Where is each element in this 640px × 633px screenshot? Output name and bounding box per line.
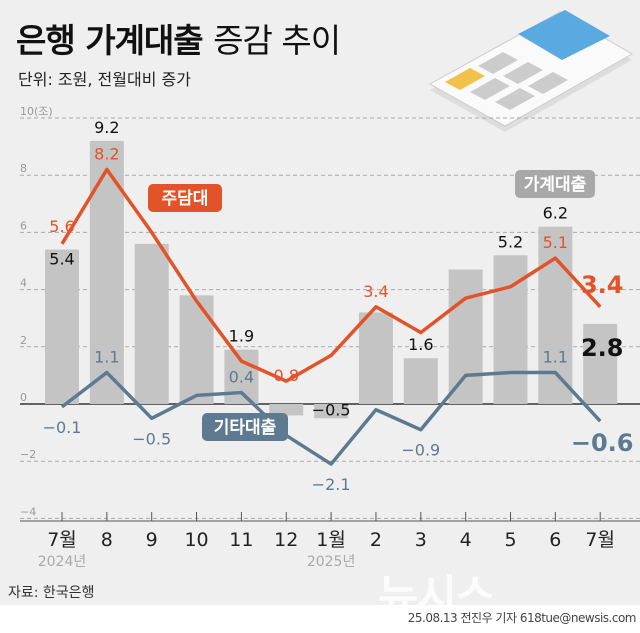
source: 자료: 한국은행 — [8, 585, 95, 601]
bar — [134, 243, 169, 404]
bar — [314, 404, 349, 419]
legend-household-label: 가계대출 — [524, 175, 587, 195]
bar — [179, 295, 214, 404]
data-label: −0.1 — [43, 418, 82, 437]
data-label: 8.2 — [94, 144, 119, 163]
bar — [45, 249, 79, 404]
y-tick-label: 4 — [20, 277, 27, 290]
x-tick-label: 7월 — [585, 529, 615, 551]
data-label: 1.6 — [408, 335, 433, 354]
data-label: 3.4 — [363, 282, 388, 301]
bar — [448, 269, 483, 404]
data-label: 0.8 — [274, 366, 299, 385]
legend-mortgage-box — [148, 184, 222, 212]
bar — [358, 312, 393, 404]
page-title: 은행 가계대출 증감 추이 — [16, 21, 341, 60]
x-tick-label: 7월 — [47, 529, 77, 551]
data-label: −0.5 — [132, 429, 171, 448]
data-label: 5.1 — [543, 233, 568, 252]
x-tick-label: 2 — [370, 529, 382, 551]
newsis-logo: 뉴시스 — [378, 571, 495, 622]
y-tick-label: 6 — [20, 219, 27, 232]
legend-household-box — [515, 170, 595, 198]
x-tick-label: 8 — [101, 529, 113, 551]
y-tick-label: 8 — [20, 162, 27, 175]
x-tick-label: 3 — [415, 529, 427, 551]
legend-other-label: 기타대출 — [214, 418, 277, 438]
year-label: 2025년 — [307, 554, 356, 570]
data-label: −2.1 — [312, 475, 351, 494]
subtitle: 단위: 조원, 전월대비 증가 — [18, 70, 191, 89]
data-label: 2.8 — [581, 334, 624, 362]
line-mortgage — [60, 167, 602, 383]
x-tick-label: 12 — [274, 529, 298, 551]
year-label: 2024년 — [38, 554, 87, 570]
data-label: 1.1 — [94, 348, 119, 367]
bar — [583, 323, 618, 404]
bar — [403, 358, 438, 404]
data-label: −0.5 — [312, 400, 351, 419]
x-tick-label: 10 — [184, 529, 208, 551]
legend-mortgage-label: 주담대 — [162, 189, 209, 209]
data-label: 5.2 — [498, 232, 523, 251]
data-label: −0.9 — [401, 441, 440, 460]
data-label: 9.2 — [94, 118, 119, 137]
data-label: 1.1 — [543, 348, 568, 367]
x-tick-label: 11 — [229, 529, 253, 551]
x-tick-label: 4 — [460, 529, 472, 551]
bar — [269, 404, 304, 416]
y-tick-label: −2 — [20, 448, 36, 461]
data-label: 5.6 — [49, 217, 74, 236]
y-tick-label: −4 — [20, 505, 36, 518]
x-tick-label: 5 — [504, 529, 516, 551]
data-label: 6.2 — [543, 204, 568, 223]
data-label: 3.4 — [581, 271, 624, 299]
line-other — [60, 370, 602, 466]
data-label: 5.4 — [49, 250, 74, 269]
data-label: 1.9 — [229, 327, 254, 346]
y-tick-label: 2 — [20, 334, 27, 347]
x-tick-label: 1월 — [316, 529, 346, 551]
bar — [538, 226, 573, 404]
y-tick-label: 0 — [20, 391, 27, 404]
x-tick-label: 9 — [146, 529, 158, 551]
legend-other-box — [202, 413, 288, 441]
calculator-illustration — [428, 10, 634, 132]
x-tick-label: 6 — [549, 529, 561, 551]
data-label: 0.4 — [229, 368, 254, 387]
credit: 25.08.13 전진우 기자 618tue@newsis.com — [407, 611, 637, 625]
y-tick-label: 10(조) — [20, 105, 53, 118]
data-label: −0.6 — [571, 429, 634, 457]
